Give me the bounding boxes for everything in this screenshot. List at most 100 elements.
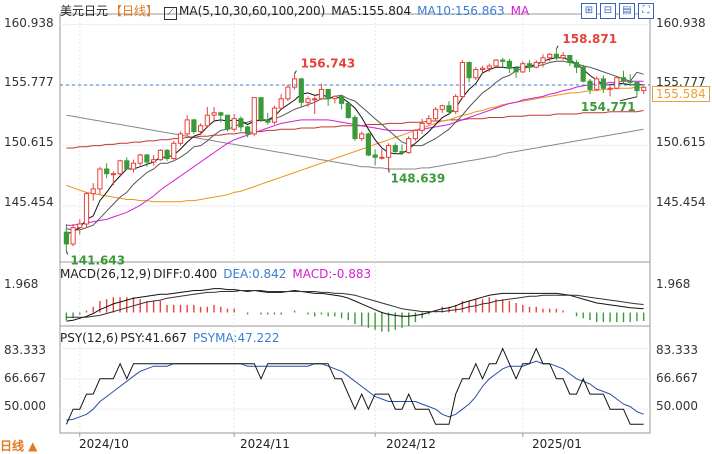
zoom-in-icon[interactable]: ⊞ xyxy=(581,3,597,19)
high-label-1-pointer xyxy=(294,70,297,74)
zoom-out-icon[interactable]: ⊟ xyxy=(600,3,616,19)
candle-body xyxy=(171,142,177,160)
candle-body xyxy=(258,97,264,121)
price-tick: 150.615 xyxy=(656,135,706,149)
candle-body xyxy=(285,86,291,100)
candle-body xyxy=(177,133,184,144)
candle-body xyxy=(459,62,465,97)
current-price-tag: 155.584 xyxy=(652,86,710,102)
candle-body xyxy=(607,87,613,90)
macd-legend: MACD(26,12,9) DIFF:0.400 DEA:0.842 MACD:-0.… xyxy=(60,266,377,282)
candle-body xyxy=(164,149,170,160)
candle-body xyxy=(339,95,345,104)
price-tick-left: 155.777 xyxy=(4,75,54,89)
candle-body xyxy=(399,151,405,154)
candle-body xyxy=(265,119,271,123)
macd-dea: DEA:0.842 xyxy=(223,267,287,281)
candle-body xyxy=(473,69,479,79)
candle-body xyxy=(63,231,70,245)
macd-value: MACD:-0.883 xyxy=(292,267,372,281)
price-tick-left: 150.615 xyxy=(4,135,54,149)
candle-body xyxy=(614,77,620,89)
candle-body xyxy=(305,98,311,103)
candle-body xyxy=(124,160,130,170)
high-label-1: 156.743 xyxy=(301,57,356,71)
chart-toolbar: ⊞ ⊟ ▤ ⛶ xyxy=(581,3,654,19)
macd-tick: 1.968 xyxy=(656,277,691,291)
macd-diff: DIFF:0.400 xyxy=(153,267,218,281)
candle-body xyxy=(278,98,284,109)
price-tick: 160.938 xyxy=(656,16,706,30)
ma-line-ma10 xyxy=(66,60,644,231)
candle-body xyxy=(292,78,298,88)
candle-body xyxy=(312,98,318,101)
psy-tick: 50.000 xyxy=(656,399,698,413)
candle-body xyxy=(520,63,526,73)
candle-body xyxy=(332,95,338,100)
candle-body xyxy=(70,227,76,245)
candle-body xyxy=(500,59,506,62)
ma-line-ma200 xyxy=(66,114,644,170)
candle-body xyxy=(137,154,143,164)
candle-body xyxy=(318,88,325,100)
low-label-2-pointer xyxy=(388,168,390,173)
candle-body xyxy=(406,138,412,154)
candle-body xyxy=(439,105,445,110)
ma-params: MA(5,10,30,60,100,200) xyxy=(179,4,326,18)
candle-body xyxy=(238,118,244,128)
candle-body xyxy=(506,60,512,69)
macd-diff-line xyxy=(66,288,644,322)
psy-title: PSY(12,6) xyxy=(60,331,119,345)
candle-body xyxy=(325,88,331,100)
ma-line-ma5 xyxy=(66,57,644,236)
psy-tick: 66.667 xyxy=(656,371,698,385)
candle-body xyxy=(117,160,123,175)
psy-line xyxy=(65,347,644,425)
period-switch[interactable]: 日线 ▲ xyxy=(0,439,38,453)
candle-body xyxy=(151,159,157,163)
candle-body xyxy=(419,122,425,131)
candle-body xyxy=(191,119,197,133)
candle-body xyxy=(493,59,499,67)
candle-body xyxy=(547,53,553,59)
candle-body xyxy=(204,114,210,127)
candle-body xyxy=(365,133,371,156)
ma-line-ma60 xyxy=(66,86,644,203)
candle-body xyxy=(379,156,385,159)
candle-body xyxy=(211,112,217,116)
psy-tick-left: 50.000 xyxy=(4,399,46,413)
candle-body xyxy=(634,81,640,92)
low-label-1: 141.643 xyxy=(70,254,125,268)
fullscreen-icon[interactable]: ⛶ xyxy=(638,3,654,19)
candle-body xyxy=(526,63,533,68)
candle-body xyxy=(271,107,278,123)
candle-body xyxy=(83,193,90,225)
low-label-1-pointer xyxy=(65,250,69,255)
candle-body xyxy=(580,66,586,82)
macd-title: MACD(26,12,9) xyxy=(60,267,152,281)
candle-body xyxy=(144,154,150,163)
price-tick: 155.777 xyxy=(656,75,706,89)
candle-body xyxy=(77,223,83,228)
candle-body xyxy=(359,133,365,140)
candle-body xyxy=(627,80,633,83)
candle-body xyxy=(352,117,358,140)
indicator-icon[interactable]: ▤ xyxy=(619,3,635,19)
psy-legend: PSY(12,6) PSY:41.667 PSYMA:47.222 xyxy=(60,330,285,346)
candle-body xyxy=(466,62,472,79)
high-label-2: 158.871 xyxy=(562,32,617,46)
candle-body xyxy=(513,67,519,73)
candle-body xyxy=(90,188,96,195)
low-label-2: 148.639 xyxy=(391,172,446,186)
low-label-3: 154.771 xyxy=(581,100,636,114)
candle-body xyxy=(426,118,432,124)
candle-body xyxy=(480,67,486,71)
candle-body xyxy=(184,119,190,135)
ma-settings-icon[interactable]: ⟋ xyxy=(164,7,178,20)
ma-more: MA xyxy=(510,4,530,18)
period-label[interactable]: 【日线】 xyxy=(110,4,159,18)
psy-tick-left: 83.333 xyxy=(4,343,46,357)
macd-tick-left: 1.968 xyxy=(4,277,39,291)
